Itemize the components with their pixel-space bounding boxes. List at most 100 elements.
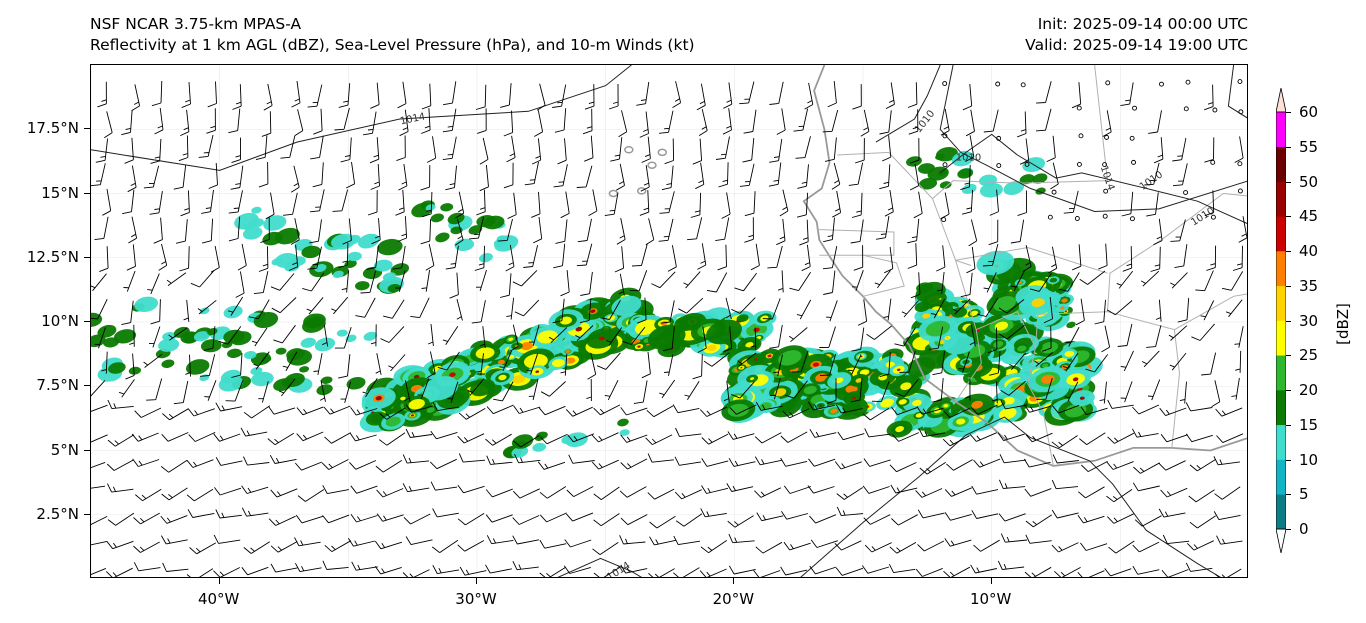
wind-barb bbox=[180, 109, 190, 137]
wind-barb bbox=[268, 515, 296, 526]
wind-barb bbox=[512, 561, 539, 571]
wind-barb bbox=[879, 352, 891, 378]
wind-barb bbox=[513, 435, 540, 448]
echo-core bbox=[993, 296, 1016, 312]
wind-barb bbox=[485, 488, 513, 498]
wind-barb bbox=[944, 487, 972, 497]
wind-barb bbox=[402, 483, 430, 493]
wind-barb bbox=[512, 488, 540, 499]
wind-barb bbox=[294, 537, 321, 547]
wind-barb bbox=[1094, 299, 1106, 325]
echo-core bbox=[1060, 306, 1065, 310]
wind-barb bbox=[641, 351, 651, 379]
calm-circle bbox=[1051, 189, 1057, 195]
echo-core bbox=[998, 407, 1017, 420]
wind-barb bbox=[1172, 138, 1187, 162]
isobar-label: 1014 bbox=[1098, 164, 1116, 192]
echo-cell bbox=[347, 251, 362, 262]
wind-barb bbox=[291, 81, 301, 108]
wind-barb bbox=[321, 459, 349, 470]
echo-cell bbox=[382, 272, 397, 282]
wind-barb bbox=[755, 541, 783, 554]
echo-cell bbox=[91, 312, 103, 327]
wind-barb bbox=[731, 297, 756, 314]
country-border bbox=[975, 311, 1054, 466]
wind-barb bbox=[692, 354, 703, 380]
echo-core bbox=[707, 344, 717, 352]
wind-barb bbox=[1174, 244, 1188, 269]
wind-barb bbox=[1133, 462, 1160, 474]
colorbar-tick-label: 0 bbox=[1299, 520, 1309, 538]
wind-barb bbox=[348, 537, 376, 547]
wind-barb bbox=[797, 164, 809, 189]
wind-barb bbox=[587, 352, 597, 380]
wind-barb bbox=[917, 509, 945, 519]
wind-barb bbox=[913, 191, 923, 219]
colorbar-segment bbox=[1276, 285, 1286, 321]
calm-circle bbox=[1102, 162, 1108, 167]
wind-barb bbox=[780, 566, 808, 576]
echo-core bbox=[861, 370, 868, 375]
wind-barb bbox=[576, 165, 593, 188]
wind-barb bbox=[722, 326, 733, 353]
wind-barb bbox=[1054, 567, 1081, 577]
wind-barb bbox=[302, 272, 325, 292]
echo-cell bbox=[511, 434, 534, 449]
wind-barb bbox=[899, 350, 916, 373]
wind-barb bbox=[506, 297, 515, 320]
wind-barb bbox=[675, 427, 702, 438]
wind-barb bbox=[891, 514, 918, 526]
calm-circle bbox=[1183, 190, 1189, 195]
wind-barb bbox=[307, 84, 323, 108]
echo-cell bbox=[128, 366, 142, 375]
wind-barb bbox=[338, 354, 351, 379]
wind-barb bbox=[639, 111, 649, 138]
wind-barb bbox=[271, 297, 297, 314]
wind-barb bbox=[1051, 542, 1079, 553]
echo-core bbox=[1049, 277, 1058, 283]
wind-barb bbox=[201, 218, 214, 244]
wind-barb bbox=[512, 270, 538, 287]
longitude-tick-label: 40°W bbox=[197, 590, 240, 608]
wind-barb bbox=[552, 84, 567, 108]
wind-barb bbox=[181, 82, 191, 109]
wind-barb bbox=[186, 488, 214, 502]
wind-barb bbox=[639, 190, 650, 216]
wind-barb bbox=[793, 108, 809, 132]
wind-barb bbox=[475, 84, 487, 110]
wind-barb bbox=[768, 162, 782, 187]
colorbar-outline bbox=[1276, 111, 1286, 530]
wind-barb bbox=[499, 273, 512, 298]
wind-barb bbox=[540, 434, 568, 445]
wind-barb bbox=[1169, 352, 1187, 371]
plot-title: NSF NCAR 3.75-km MPAS-A Reflectivity at … bbox=[90, 14, 695, 56]
wind-barb bbox=[673, 567, 700, 577]
wind-barb bbox=[915, 567, 943, 577]
wind-barb bbox=[744, 217, 754, 243]
wind-barb bbox=[263, 83, 273, 111]
wind-barb bbox=[426, 351, 436, 379]
isobar-label: 1014 bbox=[605, 560, 632, 578]
echo-cell bbox=[193, 331, 210, 342]
wind-barb bbox=[727, 431, 755, 440]
wind-barb bbox=[1041, 326, 1052, 352]
wind-barb bbox=[296, 406, 324, 416]
colorbar-tick bbox=[1286, 320, 1291, 322]
wind-barb bbox=[560, 353, 568, 376]
wind-barb bbox=[944, 538, 972, 547]
wind-barb bbox=[237, 243, 247, 271]
island bbox=[636, 187, 647, 195]
wind-barb bbox=[659, 110, 674, 134]
wind-barb bbox=[664, 138, 675, 165]
wind-barb bbox=[1120, 82, 1134, 107]
wind-barb bbox=[616, 163, 625, 191]
wind-barb bbox=[836, 506, 864, 517]
wind-barb bbox=[122, 189, 135, 215]
wind-barb bbox=[151, 80, 163, 107]
wind-barb bbox=[1185, 402, 1213, 412]
wind-barb bbox=[616, 217, 626, 245]
wind-barb bbox=[1186, 540, 1214, 551]
wind-barb bbox=[678, 297, 704, 314]
calm-circle bbox=[1210, 214, 1216, 220]
wind-barb bbox=[928, 326, 944, 350]
